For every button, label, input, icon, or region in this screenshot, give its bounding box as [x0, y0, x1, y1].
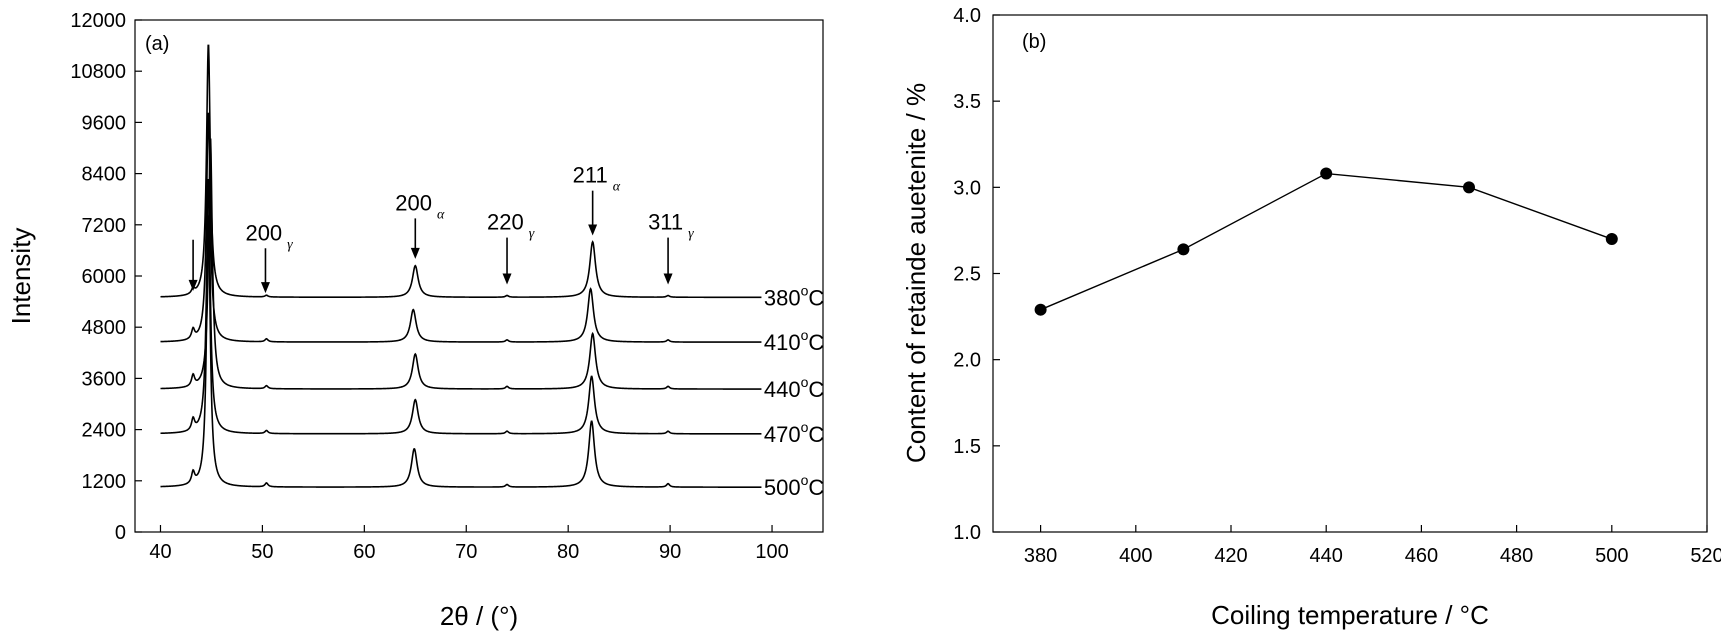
panel-a-x-tick-label: 60: [353, 541, 375, 563]
panel-a-series-line: [160, 138, 762, 390]
panel-b-data-point: [1320, 167, 1333, 180]
panel-a-series-line: [160, 178, 762, 435]
panel-b-series: [1034, 167, 1618, 316]
panel-b-x-tick-label: 400: [1119, 545, 1152, 567]
panel-a-peak-arrowhead: [410, 247, 420, 259]
panel-a-y-tick-label: 3600: [82, 368, 127, 390]
panel-b-y-tick-label: 3.5: [953, 91, 981, 113]
panel-a-peak-arrowhead: [188, 279, 198, 291]
panel-a-peak-label: 200 γ: [245, 220, 293, 252]
panel-a-series: 380oC 410oC 440oC 470oC 500oC: [160, 44, 825, 500]
panel-b-data-point: [1177, 243, 1190, 256]
panel-a-annotations: 200 γ 200 α 220 γ 211 α 311 γ: [188, 163, 694, 294]
panel-b-frame: [992, 14, 1708, 533]
panel-a-y-tick-label: 12000: [70, 10, 126, 32]
panel-a-y-axis-title: Intensity: [6, 228, 36, 325]
panel-b-label: (b): [1022, 31, 1046, 53]
panel-a-y-tick-label: 8400: [82, 164, 127, 186]
panel-b-y-axis-title: Content of retainde auetenite / %: [901, 83, 931, 463]
panel-a-peak-label: 311 γ: [648, 210, 694, 242]
panel-b-y-tick-label: 3.0: [953, 177, 981, 199]
panel-a-y-tick-label: 0: [115, 522, 126, 544]
panel-b-x-tick-label: 460: [1405, 545, 1438, 567]
panel-a-x-tick-label: 50: [251, 541, 273, 563]
panel-a-peak-arrowhead: [588, 224, 598, 236]
panel-a-series-line: [160, 215, 762, 488]
panel-a-y-tick-label: 10800: [70, 61, 126, 83]
panel-a-series-label: 470oC: [764, 419, 825, 447]
panel-a-peak-label: 200 α: [395, 190, 445, 222]
panel-a-y-tick-label: 1200: [82, 471, 127, 493]
panel-a-frame: [134, 19, 824, 533]
panel-b-y-tick-label: 2.5: [953, 264, 981, 286]
panel-a-y-tick-label: 9600: [82, 112, 127, 134]
panel-a-peak-arrowhead: [502, 273, 512, 285]
panel-a-xrd-chart: (a) 0 1200 2400 3600 4800 6000 7200 8400 9600 108…: [6, 10, 824, 631]
panel-a-y-tick-label: 4800: [82, 317, 127, 339]
panel-b-x-tick-label: 520: [1690, 545, 1721, 567]
panel-b-x-tick-label: 380: [1024, 545, 1057, 567]
panel-a-x-ticks: 40 50 60 70 80 90 100: [149, 525, 789, 563]
panel-b-data-point: [1463, 181, 1475, 194]
panel-b-x-tick-label: 480: [1500, 545, 1533, 567]
panel-b-y-tick-label: 1.0: [953, 522, 981, 544]
panel-a-x-tick-label: 80: [557, 541, 579, 563]
panel-a-label: (a): [145, 33, 169, 55]
panel-a-series-line: [160, 44, 762, 299]
panel-b-data-point: [1605, 233, 1618, 246]
panel-b-y-ticks: 1.0 1.5 2.0 2.5 3.0 3.5 4.0: [953, 5, 1000, 544]
panel-a-series-label: 380oC: [764, 282, 825, 310]
panel-b-x-tick-label: 440: [1310, 545, 1343, 567]
panel-a-peak-label: 211 α: [573, 163, 621, 195]
panel-b-x-ticks: 380 400 420 440 460 480 500 520: [1024, 525, 1721, 567]
panel-b-series-line: [1040, 172, 1613, 311]
panel-a-x-tick-label: 70: [455, 541, 477, 563]
panel-a-x-tick-label: 100: [755, 541, 788, 563]
panel-b-retained-austenite-chart: (b) 1.0 1.5 2.0 2.5 3.0 3.5 4.0 380 400 420 440 46…: [901, 5, 1721, 630]
panel-a-y-tick-label: 2400: [82, 420, 127, 442]
panel-a-y-tick-label: 6000: [82, 266, 127, 288]
panel-a-series-line: [160, 112, 762, 343]
panel-b-data-point: [1034, 303, 1047, 316]
panel-a-x-tick-label: 90: [659, 541, 681, 563]
panel-a-y-ticks: 0 1200 2400 3600 4800 6000 7200 8400 9600 10800 12…: [70, 10, 142, 544]
panel-b-y-tick-label: 4.0: [953, 5, 981, 27]
panel-a-x-axis-title: 2θ / (°): [440, 601, 518, 631]
panel-a-series-label: 440oC: [764, 374, 825, 402]
panel-b-y-tick-label: 1.5: [953, 436, 981, 458]
panel-a-series-label: 410oC: [764, 327, 825, 355]
panel-a-peak-arrowhead: [663, 273, 673, 285]
panel-b-x-axis-title: Coiling temperature / °C: [1211, 600, 1489, 630]
panel-a-y-tick-label: 7200: [82, 215, 127, 237]
panel-b-x-tick-label: 500: [1595, 545, 1628, 567]
panel-a-x-tick-label: 40: [149, 541, 171, 563]
panel-a-peak-label: 220 γ: [487, 210, 535, 242]
panel-b-y-tick-label: 2.0: [953, 350, 981, 372]
panel-b-x-tick-label: 420: [1214, 545, 1247, 567]
panel-a-series-label: 500oC: [764, 472, 825, 500]
panel-a-peak-arrowhead: [260, 282, 270, 294]
